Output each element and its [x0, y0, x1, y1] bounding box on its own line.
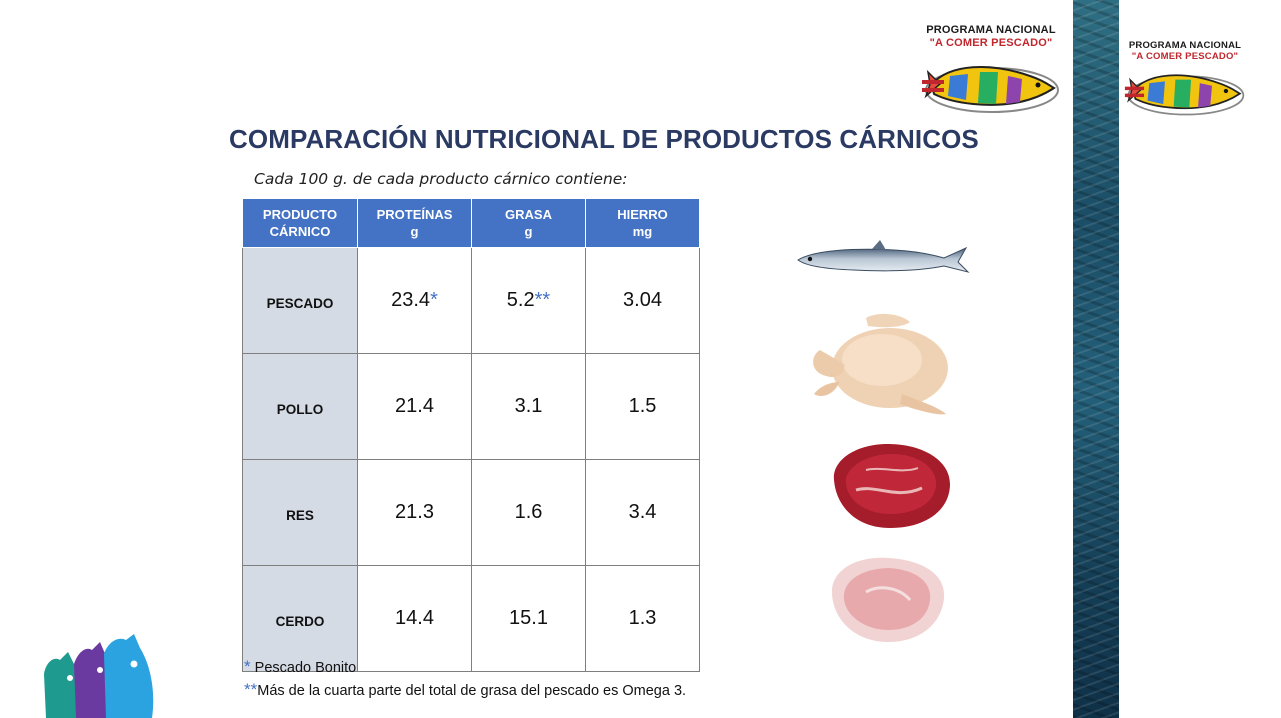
header-label: GRASA: [505, 207, 552, 222]
pork-chop-image: [832, 557, 945, 642]
header-protein: PROTEÍNAS g: [357, 198, 472, 248]
cell-iron: 1.5: [585, 353, 700, 460]
header-unit: g: [524, 224, 533, 239]
footnote-marker: *: [244, 657, 251, 676]
header-sublabel: CÁRNICO: [269, 224, 331, 239]
header-unit: mg: [632, 224, 653, 239]
header-iron: HIERRO mg: [585, 198, 700, 248]
table-row: PESCADO 23.4* 5.2** 3.04: [242, 247, 700, 354]
cell-iron: 3.4: [585, 459, 700, 566]
row-product: POLLO: [242, 353, 358, 460]
footnote-text: Más de la cuarta parte del total de gras…: [257, 683, 687, 699]
cell-fat: 15.1: [471, 565, 586, 672]
raw-chicken-image: [813, 313, 948, 415]
cell-value: 21.3: [395, 501, 434, 523]
header-label: PROTEÍNAS: [376, 207, 453, 222]
footnote-marker: **: [244, 680, 258, 699]
table-row: RES 21.3 1.6 3.4: [242, 459, 700, 566]
header-label: HIERRO: [617, 207, 668, 222]
page-subtitle: Cada 100 g. de cada producto cárnico con…: [254, 170, 628, 188]
cell-iron: 3.04: [585, 247, 700, 354]
ocean-side-strip: [1073, 0, 1119, 718]
colored-fish-decoration-icon: [44, 634, 154, 718]
cell-value: 5.2: [506, 289, 535, 311]
row-product: RES: [242, 459, 358, 566]
cell-value: 23.4: [391, 289, 431, 311]
footnote-1: * Pescado Bonito: [244, 657, 356, 677]
cell-value: 14.4: [395, 607, 434, 629]
cell-value: 15.1: [509, 607, 548, 629]
page-title: COMPARACIÓN NUTRICIONAL DE PRODUCTOS CÁR…: [229, 124, 979, 154]
footnote-2: **Más de la cuarta parte del total de gr…: [244, 680, 686, 700]
cell-value: 1.6: [514, 501, 543, 523]
logo-line-2: "A COMER PESCADO": [1131, 51, 1239, 62]
header-product: PRODUCTO CÁRNICO: [242, 198, 358, 248]
cell-value: 3.1: [514, 395, 543, 417]
cell-fat: 3.1: [471, 353, 586, 460]
fish-logo-icon: [922, 66, 1059, 113]
cell-protein: 23.4*: [357, 247, 472, 354]
anchovy-fish-image: [797, 240, 970, 273]
logo-line-1: PROGRAMA NACIONAL: [1128, 40, 1242, 51]
nutrition-table: PRODUCTO CÁRNICO PROTEÍNAS g GRASA g HIERRO…: [242, 198, 700, 672]
cell-protein: 21.3: [357, 459, 472, 566]
footnote-marker: *: [430, 289, 438, 311]
footnote-marker: **: [534, 289, 551, 311]
row-product: CERDO: [242, 565, 358, 672]
program-logo: PROGRAMA NACIONAL "A COMER PESCADO": [920, 18, 1062, 118]
cell-fat: 1.6: [471, 459, 586, 566]
header-label: PRODUCTO: [262, 207, 338, 222]
program-logo-secondary: PROGRAMA NACIONAL "A COMER PESCADO": [1122, 36, 1248, 120]
table-row: POLLO 21.4 3.1 1.5: [242, 353, 700, 460]
logo-line-1: PROGRAMA NACIONAL: [926, 24, 1056, 36]
table-row: CERDO 14.4 15.1 1.3: [242, 565, 700, 672]
logo-line-2: "A COMER PESCADO": [929, 37, 1053, 49]
table-header-row: PRODUCTO CÁRNICO PROTEÍNAS g GRASA g HIERRO…: [242, 198, 700, 248]
cell-fat: 5.2**: [471, 247, 586, 354]
footnote-text: Pescado Bonito: [250, 660, 357, 676]
header-fat: GRASA g: [471, 198, 586, 248]
header-unit: g: [410, 224, 419, 239]
cell-value: 21.4: [395, 395, 434, 417]
cell-protein: 21.4: [357, 353, 472, 460]
cell-protein: 14.4: [357, 565, 472, 672]
fish-logo-icon: [1124, 74, 1245, 116]
row-product: PESCADO: [242, 247, 358, 354]
cell-iron: 1.3: [585, 565, 700, 672]
beef-steak-image: [833, 444, 950, 528]
